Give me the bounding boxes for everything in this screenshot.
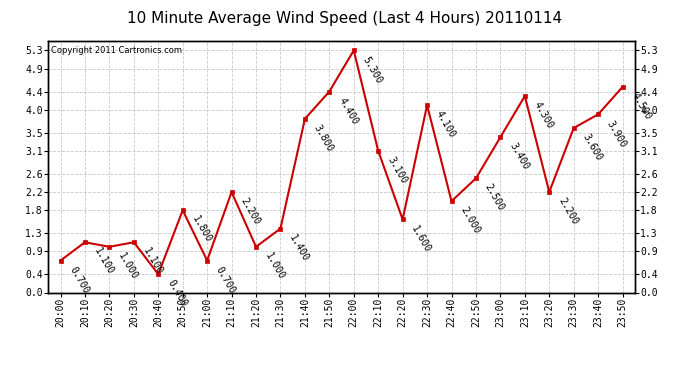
- Text: 3.100: 3.100: [385, 155, 408, 186]
- Text: 4.300: 4.300: [532, 100, 555, 130]
- Text: 2.200: 2.200: [556, 196, 580, 226]
- Text: 2.500: 2.500: [483, 183, 506, 213]
- Text: 1.800: 1.800: [190, 214, 213, 245]
- Text: 4.100: 4.100: [434, 110, 457, 140]
- Text: 1.400: 1.400: [288, 233, 310, 263]
- Text: 0.700: 0.700: [68, 265, 91, 295]
- Text: 1.000: 1.000: [117, 251, 139, 281]
- Text: 1.100: 1.100: [141, 246, 164, 277]
- Text: 4.400: 4.400: [336, 96, 359, 126]
- Text: 1.600: 1.600: [410, 224, 433, 254]
- Text: 1.000: 1.000: [263, 251, 286, 281]
- Text: 0.700: 0.700: [214, 265, 237, 295]
- Text: 5.300: 5.300: [361, 54, 384, 85]
- Text: 3.800: 3.800: [312, 123, 335, 153]
- Text: 4.500: 4.500: [629, 91, 653, 122]
- Text: 3.900: 3.900: [605, 118, 629, 149]
- Text: Copyright 2011 Cartronics.com: Copyright 2011 Cartronics.com: [51, 46, 182, 55]
- Text: 2.200: 2.200: [239, 196, 262, 226]
- Text: 3.400: 3.400: [507, 141, 531, 172]
- Text: 0.400: 0.400: [165, 278, 188, 309]
- Text: 10 Minute Average Wind Speed (Last 4 Hours) 20110114: 10 Minute Average Wind Speed (Last 4 Hou…: [128, 11, 562, 26]
- Text: 1.100: 1.100: [92, 246, 115, 277]
- Text: 3.600: 3.600: [581, 132, 604, 163]
- Text: 2.000: 2.000: [458, 205, 482, 236]
